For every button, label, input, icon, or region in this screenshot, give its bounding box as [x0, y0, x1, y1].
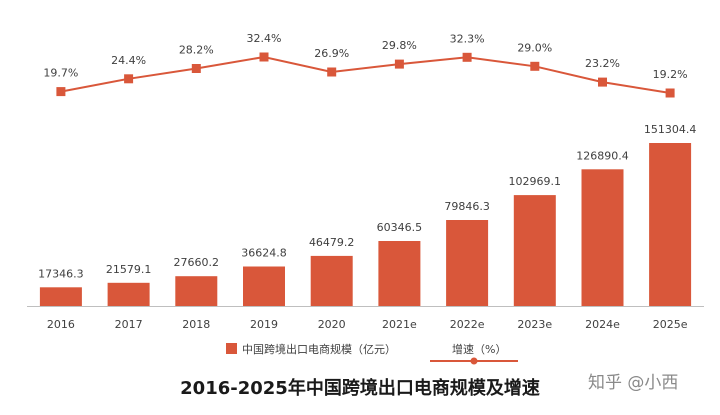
bar-value-label-2023e: 102969.1 — [509, 175, 562, 188]
bar-value-labels: 17346.3 21579.1 27660.2 36624.8 46479.2 60346… — [38, 123, 696, 280]
growth-value-label-2020: 26.9% — [314, 47, 349, 60]
bar-2025e — [649, 143, 692, 306]
legend-bar-swatch — [226, 343, 237, 354]
x-tick-2025e: 2025e — [653, 318, 688, 331]
x-tick-2016: 2016 — [47, 318, 75, 331]
bar-2017 — [107, 282, 150, 306]
growth-point-2024e — [598, 77, 607, 87]
x-axis-tick-labels: 2016 2017 2018 2019 2020 2021e 2022e 2023e 2024e… — [47, 318, 688, 331]
bar-2023e — [513, 195, 556, 306]
growth-value-label-2019: 32.4% — [247, 32, 282, 45]
bar-2019 — [243, 266, 285, 306]
bar-2016 — [39, 287, 82, 306]
bar-2024e — [581, 169, 624, 306]
bar-2020 — [310, 255, 353, 306]
growth-point-2023e — [530, 61, 540, 71]
bar-value-label-2025e: 151304.4 — [644, 123, 697, 136]
growth-value-label-2018: 28.2% — [179, 44, 214, 57]
growth-point-2022e — [462, 52, 472, 62]
growth-point-2016 — [56, 87, 66, 97]
bar-2021e — [378, 241, 421, 306]
legend-line-label: 增速（%） — [452, 342, 506, 356]
bar-value-label-2016: 17346.3 — [38, 267, 84, 280]
legend-line-marker — [470, 357, 478, 365]
growth-point-2017 — [124, 74, 134, 84]
bar-value-label-2019: 36624.8 — [241, 247, 287, 260]
x-tick-2019: 2019 — [250, 318, 278, 331]
growth-value-label-2025e: 19.2% — [653, 68, 688, 81]
x-tick-2017: 2017 — [115, 318, 143, 331]
growth-value-labels: 19.7% 24.4% 28.2% 32.4% 26.9% 29.8% 32.3% 29.0%… — [43, 32, 687, 81]
growth-line-series — [56, 52, 675, 98]
bar-value-label-2024e: 126890.4 — [576, 149, 629, 162]
bar-2018 — [175, 276, 218, 306]
growth-value-label-2022e: 32.3% — [450, 32, 485, 45]
bar-2022e — [446, 220, 489, 306]
growth-point-2020 — [327, 67, 337, 77]
bar-value-label-2020: 46479.2 — [309, 236, 355, 249]
x-tick-2020: 2020 — [318, 318, 346, 331]
bar-value-label-2018: 27660.2 — [174, 256, 220, 269]
growth-line — [60, 55, 671, 94]
bar-series — [39, 143, 692, 306]
x-tick-2022e: 2022e — [450, 318, 485, 331]
growth-value-label-2023e: 29.0% — [517, 41, 552, 54]
watermark: 知乎 @小西 — [588, 373, 678, 393]
chart-title: 2016-2025年中国跨境出口电商规模及增速 — [180, 377, 540, 399]
growth-value-label-2021e: 29.8% — [382, 39, 417, 52]
growth-point-2019 — [259, 52, 269, 62]
growth-value-label-2024e: 23.2% — [585, 57, 620, 70]
growth-point-2018 — [191, 64, 201, 73]
x-tick-2018: 2018 — [182, 318, 210, 331]
x-tick-2024e: 2024e — [585, 318, 620, 331]
bar-value-label-2022e: 79846.3 — [444, 200, 490, 213]
bar-value-label-2017: 21579.1 — [106, 263, 152, 276]
growth-point-2025e — [665, 88, 675, 98]
legend-bar-label: 中国跨境出口电商规模（亿元） — [242, 342, 396, 356]
growth-point-2021e — [394, 59, 404, 69]
bar-value-label-2021e: 60346.5 — [377, 221, 423, 234]
growth-value-label-2016: 19.7% — [43, 67, 78, 80]
x-tick-2021e: 2021e — [382, 318, 417, 331]
growth-value-label-2017: 24.4% — [111, 54, 146, 67]
x-tick-2023e: 2023e — [517, 318, 552, 331]
